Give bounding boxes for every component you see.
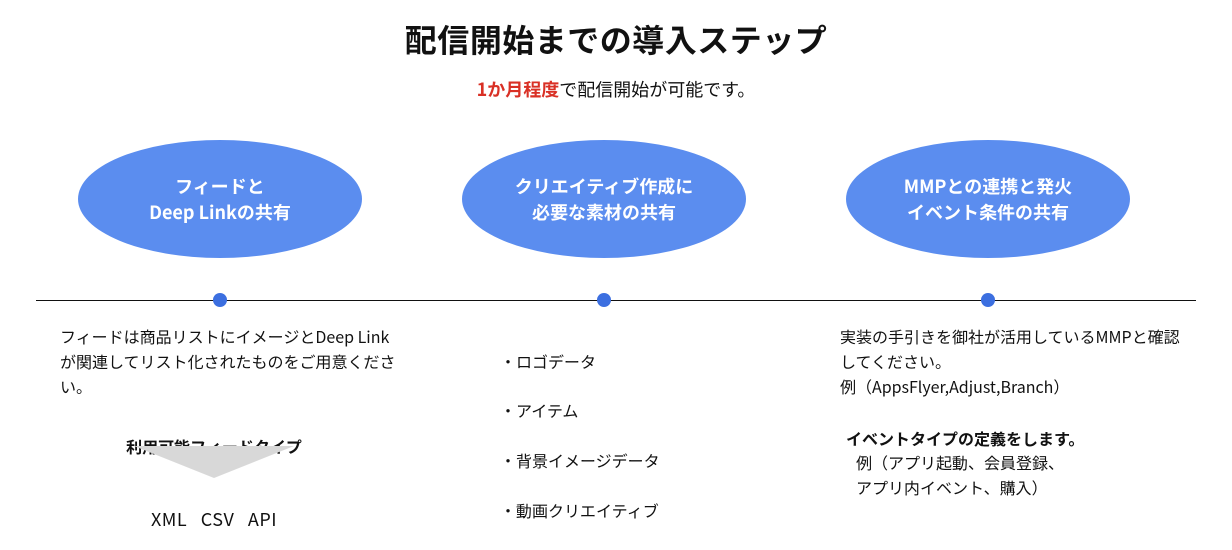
diagram-canvas: 配信開始までの導入ステップ 1か月程度で配信開始が可能です。 フィードと Dee… [0,0,1232,550]
step-2-item: ・背景イメージデータ [500,448,800,473]
step-2-item: ・動画クリエイティブ [500,498,800,523]
step-3-ellipse: MMPとの連携と発火 イベント条件の共有 [846,140,1130,258]
step-2-item: ・ロゴデータ [500,349,800,374]
step-1-desc: フィードは商品リストにイメージとDeep Linkが関連してリスト化されたものを… [60,324,400,398]
step-3-example: 例（アプリ起動、会員登録、 アプリ内イベント、購入） [856,450,1196,500]
timeline-axis [36,300,1196,301]
step-1-dot [213,293,227,307]
step-2-items: ・ロゴデータ ・アイテム ・背景イメージデータ ・動画クリエイティブ [500,324,800,547]
subtitle-accent: 1か月程度 [477,76,560,102]
feed-types-chevron-icon [134,446,294,478]
feed-types-list: XML CSV API [151,506,277,532]
step-3-dot [981,293,995,307]
step-3-subheading: イベントタイプの定義をします。 [846,426,1084,451]
step-1-ellipse: フィードと Deep Linkの共有 [78,140,362,258]
step-2-item: ・アイテム [500,398,800,423]
subtitle-rest: で配信開始が可能です。 [559,76,755,102]
page-title: 配信開始までの導入ステップ [0,16,1232,62]
step-3-desc: 実装の手引きを御社が活用しているMMPと確認してください。 例（AppsFlye… [840,324,1180,398]
page-subtitle: 1か月程度で配信開始が可能です。 [0,76,1232,102]
step-2-ellipse: クリエイティブ作成に 必要な素材の共有 [462,140,746,258]
step-2-dot [597,293,611,307]
